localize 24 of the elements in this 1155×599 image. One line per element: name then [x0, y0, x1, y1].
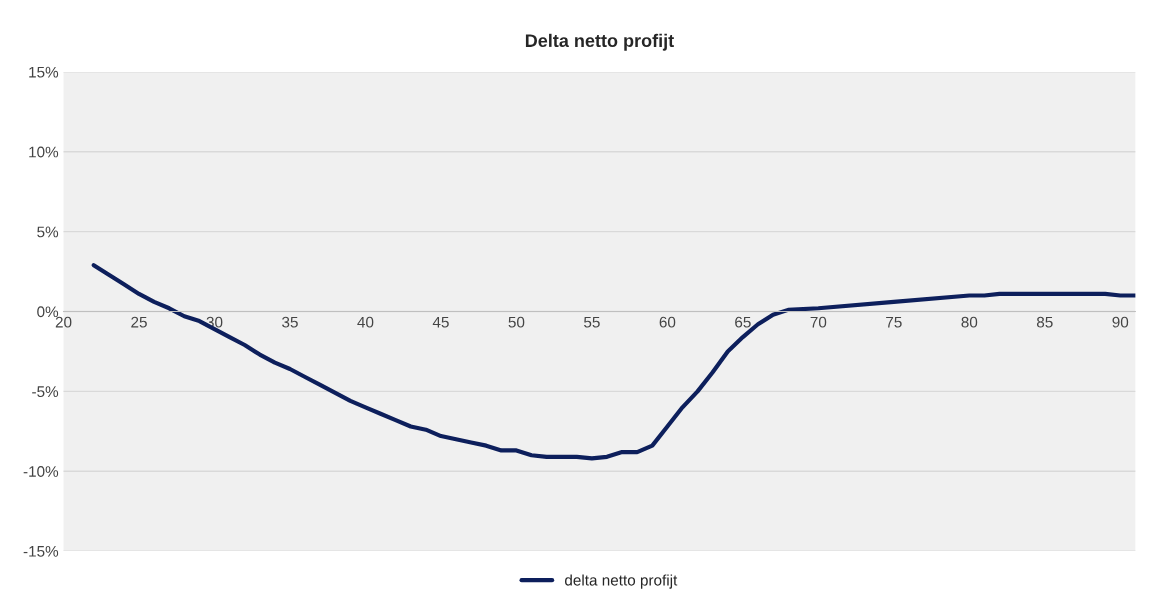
x-tick-label: 70 [810, 316, 827, 328]
x-tick-label: 45 [432, 316, 449, 328]
y-tick-label: -5% [32, 386, 59, 398]
x-tick-label: 55 [584, 316, 600, 328]
x-tick-label: 40 [357, 316, 374, 328]
y-tick-label: 15% [29, 66, 59, 78]
chart-title: Delta netto profijt [525, 33, 674, 51]
x-tick-label: 65 [735, 316, 751, 328]
x-tick-label: 35 [282, 316, 298, 328]
x-tick-label: 60 [659, 316, 676, 328]
x-tick-label: 25 [131, 316, 147, 328]
line-series [91, 263, 1136, 461]
y-tick-label: -15% [23, 546, 59, 557]
y-tick-label: 5% [37, 226, 59, 238]
x-tick-label: 50 [508, 316, 525, 328]
x-tick-label: 75 [886, 316, 902, 328]
y-tick-label: 10% [29, 146, 59, 158]
y-tick-label: 0% [37, 306, 59, 318]
y-tick-label: -10% [23, 466, 59, 477]
x-tick-label: 85 [1036, 316, 1053, 328]
x-tick-label: 20 [55, 316, 72, 328]
legend-label: delta netto profijt [565, 574, 678, 589]
x-tick-label: 90 [1112, 316, 1129, 328]
x-tick-label: 80 [961, 316, 978, 328]
